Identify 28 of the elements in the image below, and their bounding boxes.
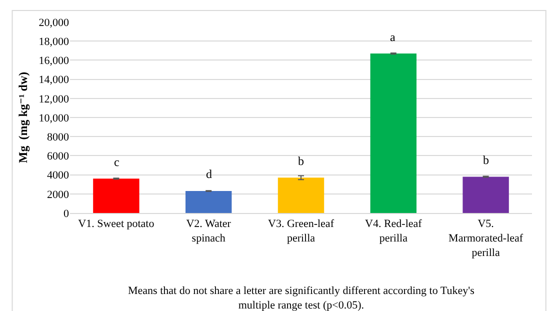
bar xyxy=(462,176,509,213)
y-tick-label: 14,000 xyxy=(38,74,70,86)
y-tick-label: 0 xyxy=(64,208,70,220)
y-tick-label: 16,000 xyxy=(38,55,70,68)
y-tick-label: 4000 xyxy=(47,170,70,182)
annotation: a xyxy=(390,30,396,44)
bar xyxy=(93,178,140,213)
x-tick-label: V1. Sweet potato xyxy=(78,218,155,230)
y-tick-label: 6000 xyxy=(47,150,70,163)
bar xyxy=(186,191,232,213)
annotation: b xyxy=(298,154,304,168)
annotation: b xyxy=(483,153,489,167)
x-tick-label: V3. Green-leaf perilla xyxy=(268,218,334,244)
y-tick-label: 12,000 xyxy=(38,93,70,106)
y-tick-label: 10,000 xyxy=(38,112,70,124)
y-tick-label: 20,000 xyxy=(38,16,70,29)
x-tick-label: V5. Marmorated-leaf perilla xyxy=(448,218,524,259)
x-tick-label: V2. Water spinach xyxy=(186,218,232,244)
y-tick-label: 2000 xyxy=(47,188,70,201)
text: Means that do not share a letter are significantly different according to Tukey's multiple range test (p<0.05). xyxy=(128,285,474,311)
bar xyxy=(370,54,416,213)
y-tick-label: 18,000 xyxy=(38,36,70,48)
x-tick-label: V4. Red-leaf perilla xyxy=(364,218,422,244)
annotation: c xyxy=(114,155,120,169)
annotation: d xyxy=(206,167,212,181)
bar xyxy=(278,178,324,213)
y-tick-label: 8000 xyxy=(47,131,70,144)
y-axis-title: Mg (mg kg⁻¹ dw) xyxy=(16,72,30,164)
